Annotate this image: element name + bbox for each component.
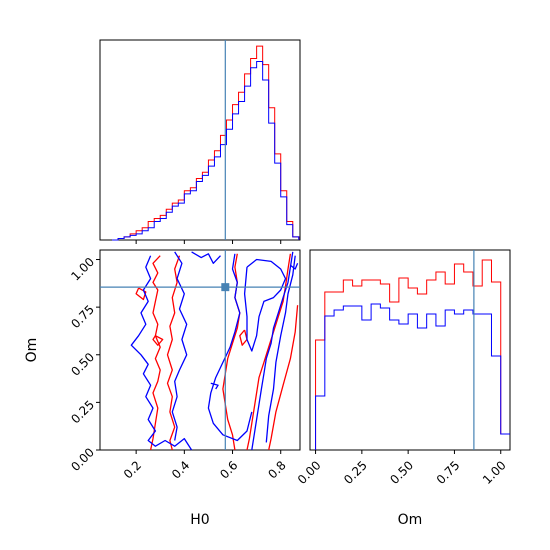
- contour-red-series: [152, 335, 164, 346]
- contour-blue-series: [289, 263, 299, 270]
- contour-lines: [100, 250, 300, 451]
- contour-blue-series: [171, 251, 188, 441]
- contour-blue-series: [243, 258, 287, 352]
- x-tick-label: 0.6: [217, 458, 240, 481]
- h0-histogram-frame: [99, 39, 301, 241]
- om-x-tick-label: 0.75: [434, 458, 463, 487]
- contour-blue-series: [207, 253, 253, 442]
- x-tick-label: 0.2: [121, 458, 144, 481]
- y-tick-label: 0.25: [68, 398, 97, 427]
- x-tick-label: 0.8: [265, 458, 288, 481]
- h0-hist-blue-series: [112, 61, 300, 241]
- contour-red-series: [166, 255, 181, 451]
- y-tick-label: 1.00: [68, 255, 97, 284]
- truth-marker: [221, 283, 230, 292]
- contour-red-series: [149, 255, 161, 451]
- x-tick-label: 0.4: [169, 458, 192, 481]
- y-tick-label: 0.00: [68, 445, 97, 474]
- om-x-tick-label: 1.00: [480, 458, 509, 487]
- contour-red-series: [268, 305, 299, 451]
- y-axis-label-om: Om: [24, 338, 40, 363]
- contour-blue-series: [210, 382, 219, 390]
- om-x-tick-label: 0.50: [387, 458, 416, 487]
- contour-ticks: 0.2 0.4 0.6 0.8 0.00 0.25 0.50 0.75 1.00: [68, 255, 288, 482]
- om-x-tick-label: 0.00: [295, 458, 324, 487]
- om-x-tick-label: 0.25: [341, 458, 370, 487]
- contour-blue-series: [130, 255, 193, 451]
- h0-hist-red-series: [112, 45, 300, 241]
- y-tick-label: 0.75: [68, 302, 97, 331]
- contour-frame: [99, 249, 301, 451]
- contour-blue-series: [191, 251, 221, 264]
- contour-blue-series: [265, 255, 296, 443]
- om-histogram-frame: [309, 249, 511, 451]
- contour-blue-series: [251, 251, 294, 451]
- x-axis-label-h0: H0: [190, 512, 209, 528]
- om-hist-red-series: [315, 259, 510, 450]
- contour-red-series: [239, 329, 248, 346]
- h0-om-contour-panel: 0.2 0.4 0.6 0.8 0.00 0.25 0.50 0.75 1.00 H0 Om: [24, 249, 301, 528]
- om-hist-ticks: 0.00 0.25 0.50 0.75 1.00: [295, 450, 509, 487]
- contour-red-series: [246, 253, 292, 451]
- om-histogram-panel: 0.00 0.25 0.50 0.75 1.00 Om: [295, 249, 511, 528]
- om-hist-blue-series: [315, 303, 510, 450]
- x-axis-label-om: Om: [398, 512, 423, 528]
- h0-histogram-panel: [99, 39, 301, 244]
- y-tick-label: 0.50: [68, 350, 97, 379]
